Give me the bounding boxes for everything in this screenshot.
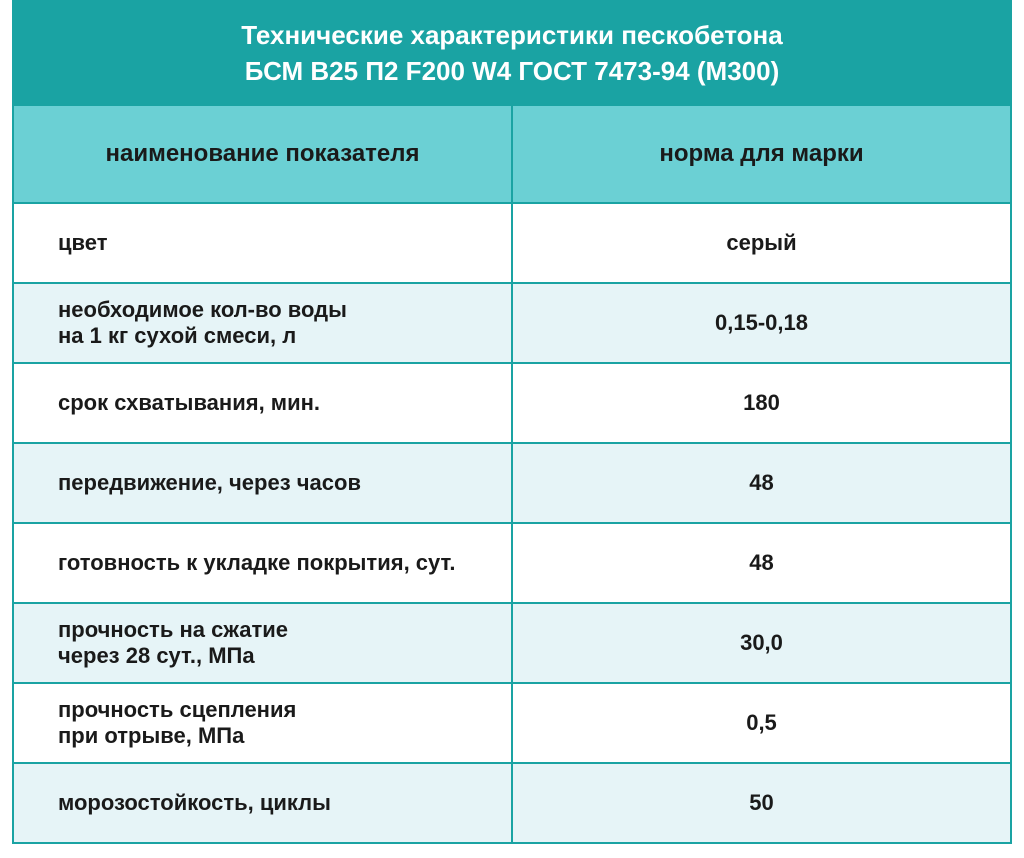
row-label: цвет <box>13 203 512 283</box>
title-line-1: Технические характеристики пескобетона <box>241 20 782 50</box>
row-label: готовность к укладке покрытия, сут. <box>13 523 512 603</box>
table-row: морозостойкость, циклы50 <box>13 763 1011 843</box>
title-row: Технические характеристики пескобетона Б… <box>13 1 1011 105</box>
table-row: срок схватывания, мин.180 <box>13 363 1011 443</box>
specs-table: Технические характеристики пескобетона Б… <box>12 0 1012 844</box>
row-value: 0,15-0,18 <box>512 283 1011 363</box>
header-row: наименование показателя норма для марки <box>13 105 1011 203</box>
row-value: 30,0 <box>512 603 1011 683</box>
row-value: 48 <box>512 443 1011 523</box>
row-value: 50 <box>512 763 1011 843</box>
row-value: 0,5 <box>512 683 1011 763</box>
table-row: готовность к укладке покрытия, сут.48 <box>13 523 1011 603</box>
table-row: прочность на сжатиечерез 28 сут., МПа30,… <box>13 603 1011 683</box>
column-header-value: норма для марки <box>512 105 1011 203</box>
table-row: цветсерый <box>13 203 1011 283</box>
table-row: прочность сцепленияпри отрыве, МПа0,5 <box>13 683 1011 763</box>
row-label: срок схватывания, мин. <box>13 363 512 443</box>
row-value: серый <box>512 203 1011 283</box>
row-value: 180 <box>512 363 1011 443</box>
row-label: морозостойкость, циклы <box>13 763 512 843</box>
row-label: прочность на сжатиечерез 28 сут., МПа <box>13 603 512 683</box>
row-label: прочность сцепленияпри отрыве, МПа <box>13 683 512 763</box>
table-row: передвижение, через часов48 <box>13 443 1011 523</box>
row-label: необходимое кол-во водына 1 кг сухой сме… <box>13 283 512 363</box>
table-title: Технические характеристики пескобетона Б… <box>13 1 1011 105</box>
table-row: необходимое кол-во водына 1 кг сухой сме… <box>13 283 1011 363</box>
row-value: 48 <box>512 523 1011 603</box>
row-label: передвижение, через часов <box>13 443 512 523</box>
title-line-2: БСМ В25 П2 F200 W4 ГОСТ 7473-94 (М300) <box>245 56 780 86</box>
column-header-label: наименование показателя <box>13 105 512 203</box>
